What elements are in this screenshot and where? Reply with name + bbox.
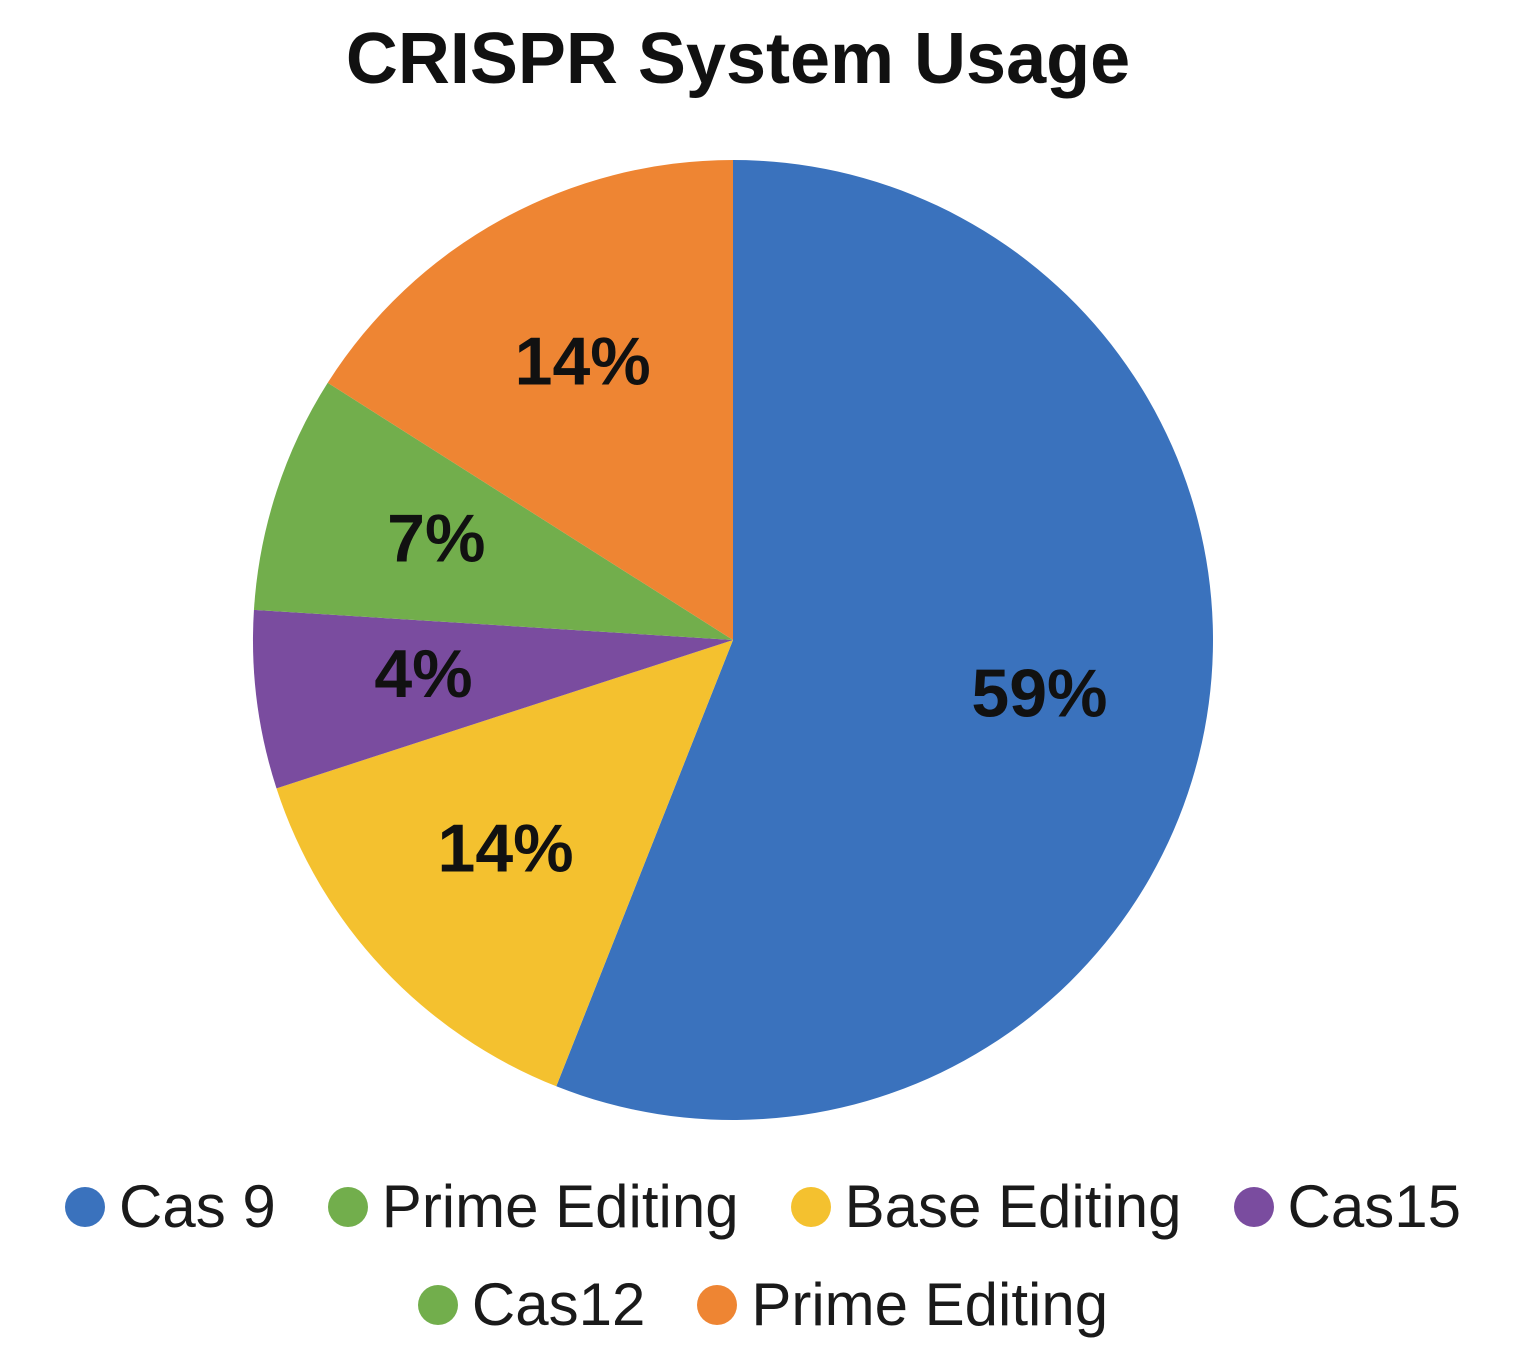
pie-slice-prime-editing — [327, 160, 733, 640]
legend-item: Cas15 — [1233, 1172, 1461, 1241]
legend-marker — [790, 1186, 831, 1227]
pie-data-labels: 59% 14% 4% 7% 14% — [374, 324, 1107, 887]
legend-label: Prime Editing — [381, 1173, 739, 1240]
legend-label: Prime Editing — [751, 1271, 1109, 1338]
data-label: 59% — [971, 655, 1107, 731]
pie-slice-cas-9 — [556, 160, 1213, 1120]
chart-title: CRISPR System Usage — [345, 19, 1131, 99]
legend-row: Cas 9 Prime Editing Base Editing Cas15 — [0, 1172, 1526, 1241]
legend-row: Cas12 Prime Editing — [0, 1270, 1526, 1339]
legend-marker — [697, 1284, 738, 1325]
legend-label: Cas12 — [471, 1271, 646, 1338]
data-label: 14% — [438, 811, 574, 887]
data-label: 4% — [374, 636, 472, 712]
pie-slices — [253, 160, 1213, 1120]
pie-slice-cas15 — [253, 609, 733, 789]
legend-item: Prime Editing — [697, 1270, 1108, 1339]
legend-label: Cas 9 — [119, 1173, 276, 1240]
pie-slice-prime-editing — [253, 382, 733, 640]
legend-label: Cas15 — [1287, 1173, 1461, 1240]
legend-item: Base Editing — [790, 1172, 1182, 1241]
legend-item: Cas12 — [417, 1270, 646, 1339]
legend-item: Prime Editing — [327, 1172, 739, 1241]
pie-slice-base-editing — [276, 640, 733, 1087]
data-label: 14% — [515, 324, 651, 400]
legend-marker — [1233, 1186, 1274, 1227]
data-label: 7% — [387, 501, 485, 577]
legend-marker — [327, 1186, 368, 1227]
legend-marker — [417, 1284, 458, 1325]
legend-item: Cas 9 — [65, 1172, 276, 1241]
legend-marker — [65, 1186, 106, 1227]
legend-label: Base Editing — [844, 1173, 1182, 1240]
